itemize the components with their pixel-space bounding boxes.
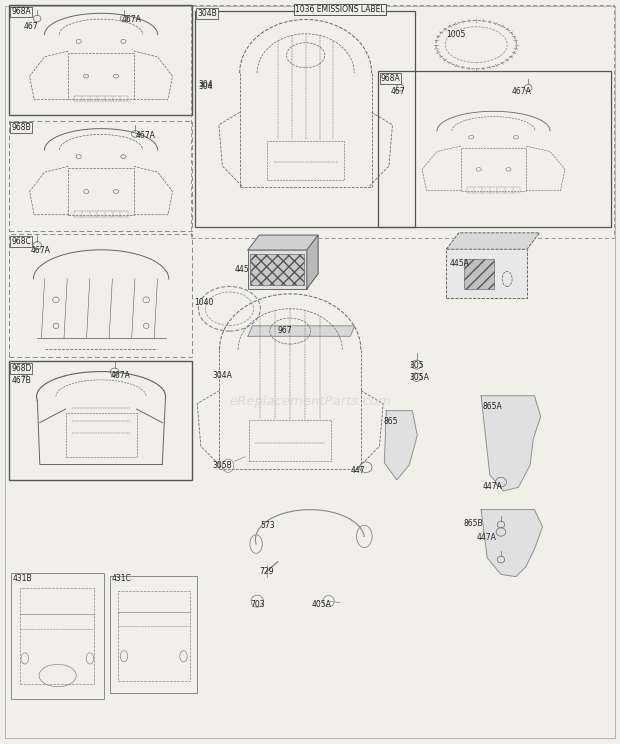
Bar [68, 168, 134, 215]
Text: 431C: 431C [112, 574, 131, 583]
Text: 968C: 968C [11, 237, 31, 246]
Bar [20, 588, 94, 684]
Text: 467A: 467A [122, 15, 141, 24]
Bar [248, 250, 307, 289]
Polygon shape [481, 510, 542, 577]
Text: 467: 467 [24, 22, 38, 31]
Bar [9, 121, 192, 231]
Bar [11, 573, 104, 699]
Text: 304B: 304B [197, 9, 217, 18]
Bar [191, 5, 614, 238]
Text: 729: 729 [259, 567, 273, 576]
Text: 305: 305 [409, 361, 424, 370]
Text: 703: 703 [250, 600, 265, 609]
Text: 431B: 431B [12, 574, 32, 583]
Text: 447: 447 [350, 466, 365, 475]
Text: 405A: 405A [312, 600, 332, 609]
Polygon shape [481, 396, 541, 491]
Polygon shape [384, 411, 417, 480]
Text: 865A: 865A [482, 402, 502, 411]
Bar [9, 5, 192, 115]
Bar [195, 11, 415, 227]
Text: 304: 304 [198, 80, 213, 89]
Text: 304A: 304A [213, 371, 232, 379]
Text: 968A: 968A [381, 74, 401, 83]
Bar [446, 249, 527, 298]
Text: 305A: 305A [409, 373, 429, 382]
Bar [110, 576, 197, 693]
Bar [461, 148, 526, 190]
Text: 1040: 1040 [194, 298, 213, 307]
Bar [9, 234, 192, 357]
Bar [378, 71, 611, 227]
Polygon shape [248, 326, 355, 336]
Text: 447A: 447A [482, 482, 502, 491]
Text: 968A: 968A [11, 7, 31, 16]
Bar [118, 591, 190, 681]
Text: 1036 EMISSIONS LABEL: 1036 EMISSIONS LABEL [295, 5, 384, 14]
Polygon shape [307, 235, 318, 289]
Text: 968D: 968D [11, 364, 32, 373]
Bar [267, 141, 344, 180]
Bar [66, 413, 136, 457]
Text: 467A: 467A [110, 371, 130, 379]
Bar [249, 420, 331, 461]
Text: 467A: 467A [512, 87, 531, 96]
Text: 967: 967 [277, 326, 292, 335]
Bar [464, 259, 494, 289]
Text: 467: 467 [391, 87, 405, 96]
Text: 445: 445 [234, 265, 249, 274]
Bar [250, 254, 304, 285]
Text: 968B: 968B [11, 123, 31, 132]
Text: 305B: 305B [212, 461, 232, 470]
Text: 1005: 1005 [446, 30, 466, 39]
Text: 865B: 865B [464, 519, 484, 527]
Polygon shape [446, 233, 539, 249]
Text: eReplacementParts.com: eReplacementParts.com [229, 395, 391, 408]
Polygon shape [248, 235, 318, 250]
Text: 445A: 445A [450, 259, 470, 268]
Text: 467B: 467B [11, 376, 31, 385]
Text: 304: 304 [198, 82, 213, 91]
Bar [9, 361, 192, 480]
Text: 865: 865 [383, 417, 397, 426]
Text: 467A: 467A [31, 246, 51, 254]
Text: 447A: 447A [476, 533, 496, 542]
Text: 573: 573 [260, 521, 275, 530]
Bar [68, 53, 134, 100]
Text: 467A: 467A [135, 131, 155, 140]
